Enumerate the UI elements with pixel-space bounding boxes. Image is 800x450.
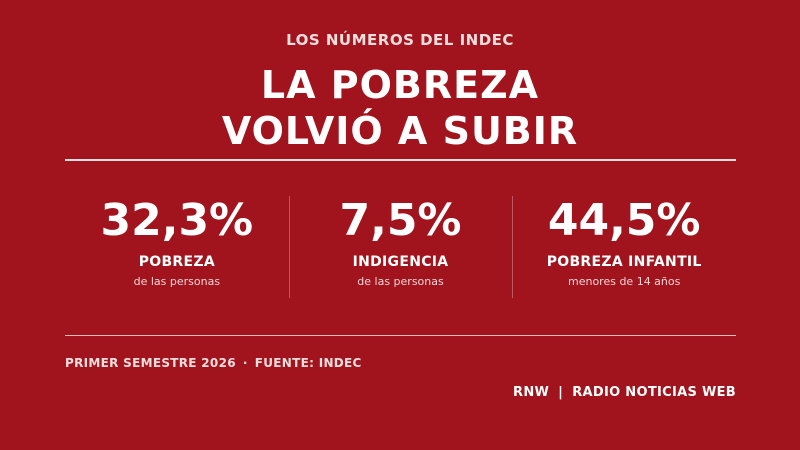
stat-label: POBREZA [138,254,215,270]
headline: LA POBREZA VOLVIÓ A SUBIR [0,62,800,154]
stat-subtitle: menores de 14 años [567,275,681,288]
bottom-divider [65,335,736,336]
stat-subtitle: de las personas [357,275,444,288]
kicker-title: LOS NÚMEROS DEL INDEC [286,31,514,49]
source-text: FUENTE: INDEC [254,356,362,370]
brand-separator: | [558,385,564,400]
stat-child-poverty: 44,5% POBREZA INFANTIL menores de 14 año… [512,190,736,300]
stat-value: 7,5% [339,195,462,246]
top-divider [65,159,736,161]
stat-indigence: 7,5% INDIGENCIA de las personas [288,190,513,300]
source-separator: · [242,356,248,370]
stat-poverty: 32,3% POBREZA de las personas [65,190,289,300]
stat-value: 32,3% [100,195,254,246]
headline-line-2: VOLVIÓ A SUBIR [221,109,579,153]
brand-short: RNW [513,385,550,400]
stat-value: 44,5% [547,195,701,246]
source-line: PRIMER SEMESTRE 2026 · FUENTE: INDEC [65,356,362,370]
brand-name: RADIO NOTICIAS WEB [572,385,736,400]
brand-signature: RNW | RADIO NOTICIAS WEB [513,385,736,400]
stat-label: INDIGENCIA [352,254,449,270]
stat-subtitle: de las personas [133,275,221,288]
headline-line-1: LA POBREZA [260,63,540,107]
stat-label: POBREZA INFANTIL [546,254,702,270]
stats-row: 32,3% POBREZA de las personas 7,5% INDIG… [65,190,736,300]
period-text: PRIMER SEMESTRE 2026 [65,356,236,370]
